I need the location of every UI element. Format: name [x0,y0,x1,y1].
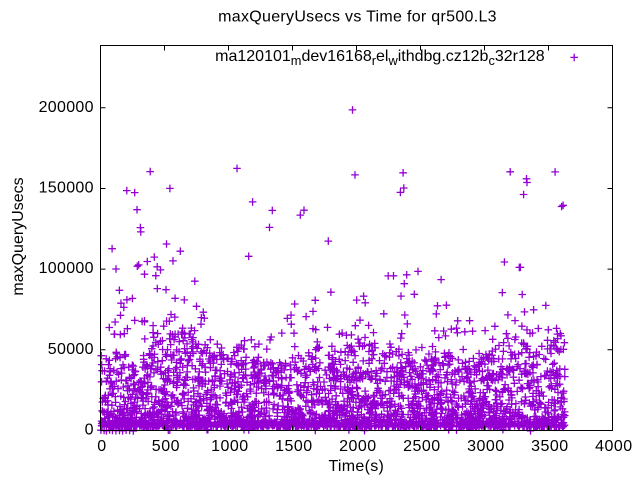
svg-text:maxQueryUsecs: maxQueryUsecs [10,177,27,295]
svg-text:4000: 4000 [595,438,633,455]
svg-text:maxQueryUsecs vs Time for qr50: maxQueryUsecs vs Time for qr500.L3 [218,8,497,25]
svg-text:500: 500 [152,438,180,455]
svg-text:0: 0 [85,422,94,439]
svg-text:ma120101mdev16168relwithdbg.cz: ma120101mdev16168relwithdbg.cz12bc32r128 [215,48,545,68]
svg-text:2500: 2500 [403,438,441,455]
svg-text:3500: 3500 [531,438,569,455]
svg-text:3000: 3000 [467,438,505,455]
svg-text:0: 0 [97,438,106,455]
svg-text:2000: 2000 [339,438,377,455]
svg-text:50000: 50000 [48,341,94,358]
svg-text:100000: 100000 [39,260,94,277]
svg-text:Time(s): Time(s) [328,458,384,475]
svg-text:150000: 150000 [39,180,94,197]
svg-text:200000: 200000 [39,99,94,116]
svg-text:1500: 1500 [275,438,313,455]
svg-text:1000: 1000 [211,438,249,455]
